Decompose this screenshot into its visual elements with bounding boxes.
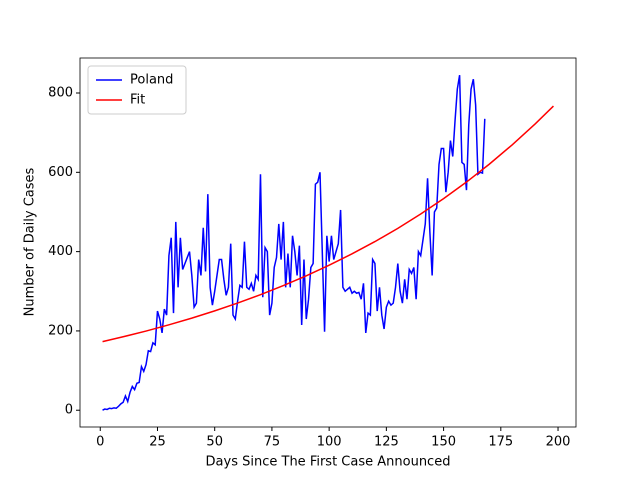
x-tick-label: 150 [431,435,456,450]
y-tick-label: 200 [48,323,73,338]
x-tick-label: 25 [149,435,166,450]
y-tick-label: 0 [65,403,73,418]
x-tick-label: 0 [96,435,104,450]
line [102,75,486,411]
x-tick-label: 75 [264,435,281,450]
x-tick-label: 200 [546,435,571,450]
legend-box [87,65,187,115]
x-tick-label: 125 [374,435,399,450]
x-axis-label: Days Since The First Case Announced [206,455,451,470]
line [102,105,554,343]
plot-frame [79,57,577,428]
y-tick-label: 400 [48,244,73,259]
y-tick-label: 600 [48,165,73,180]
x-tick-label: 50 [206,435,223,450]
y-axis-label: Number of Daily Cases [23,167,38,316]
legend-label: Poland [130,73,173,88]
legend-label: Fit [130,93,145,108]
x-tick-label: 175 [488,435,513,450]
x-tick-label: 100 [317,435,342,450]
y-tick-label: 800 [48,86,73,101]
